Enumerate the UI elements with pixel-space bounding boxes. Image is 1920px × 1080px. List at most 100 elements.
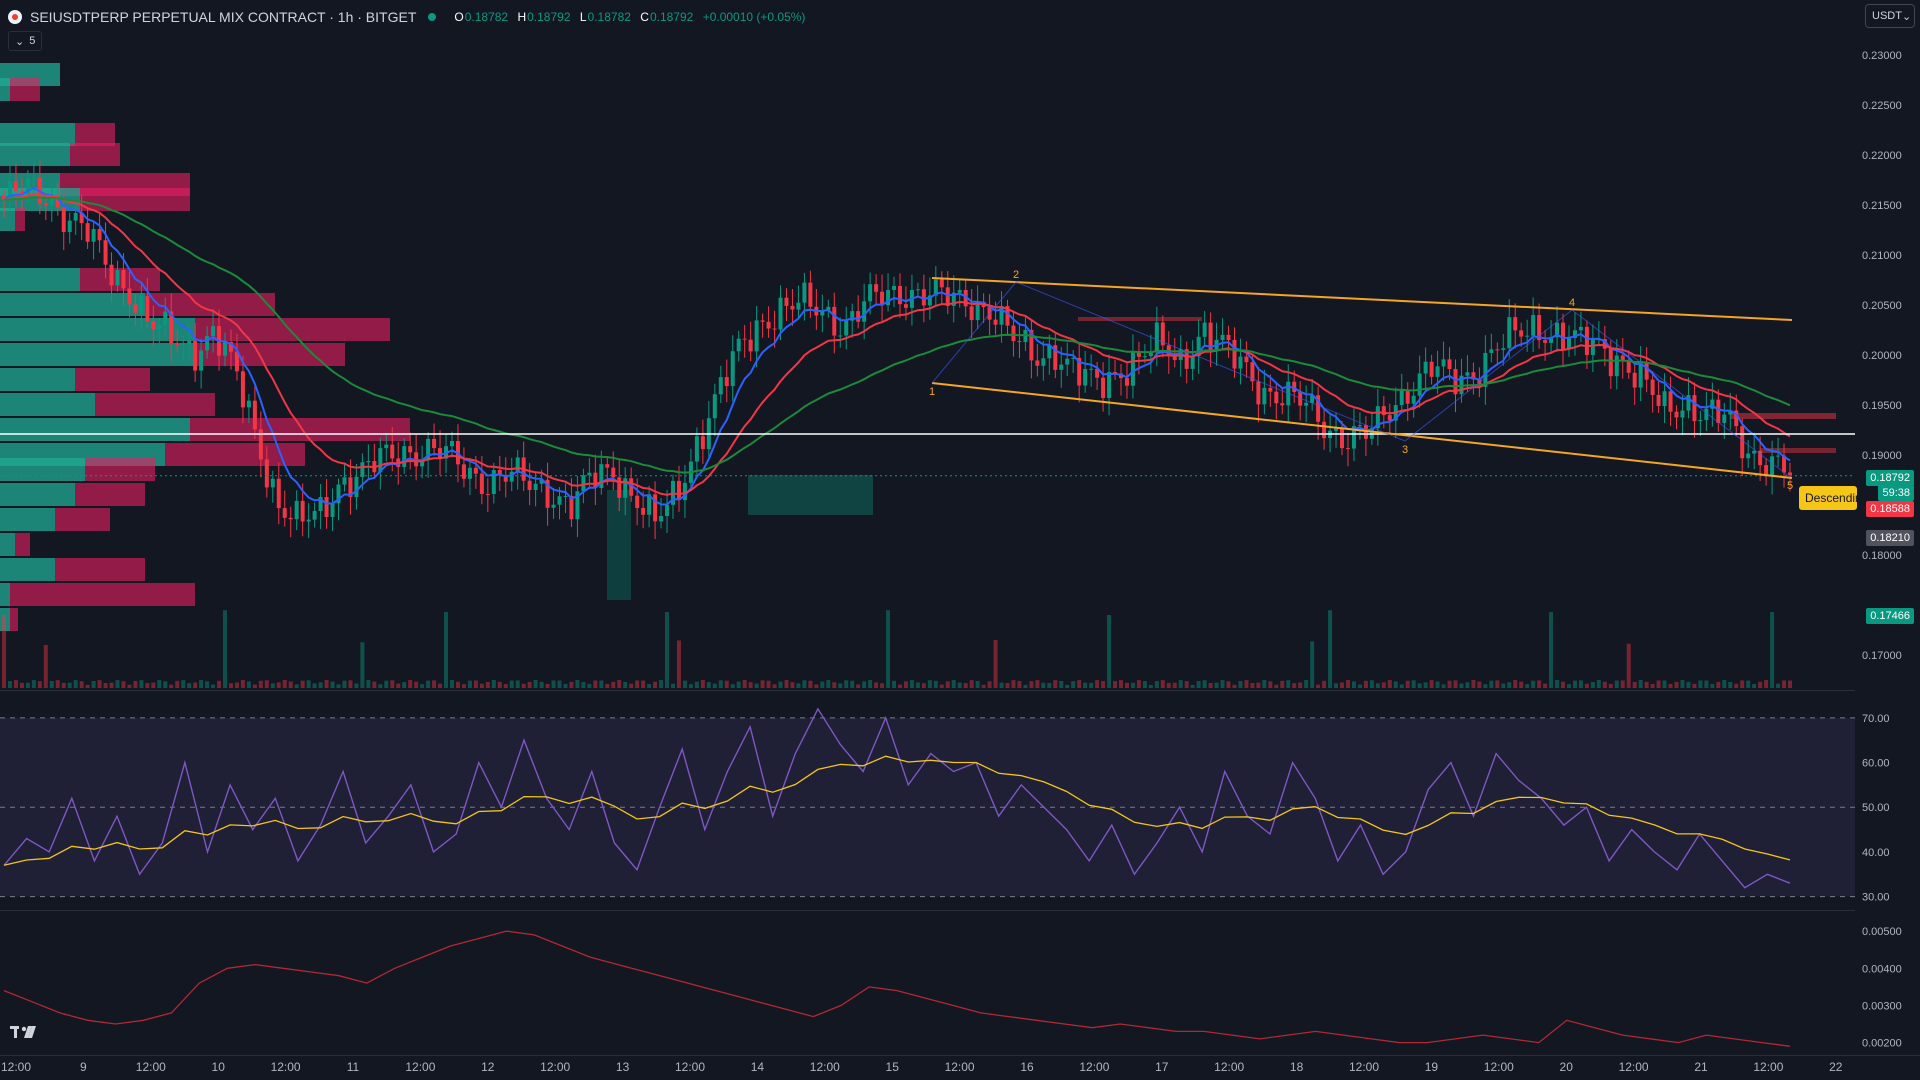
candle-body[interactable]: [1399, 389, 1404, 406]
candle-body[interactable]: [682, 482, 687, 501]
candle-body[interactable]: [1304, 402, 1309, 406]
candle-body[interactable]: [402, 446, 407, 467]
candle-body[interactable]: [856, 311, 861, 322]
candle-body[interactable]: [700, 436, 705, 450]
candle-body[interactable]: [1375, 406, 1380, 429]
candle-body[interactable]: [1101, 377, 1106, 399]
candle-body[interactable]: [1519, 330, 1524, 337]
candle-body[interactable]: [635, 495, 640, 508]
candle-body[interactable]: [1764, 465, 1769, 477]
candle-body[interactable]: [43, 203, 48, 206]
candle-body[interactable]: [623, 478, 628, 498]
candle-body[interactable]: [1543, 340, 1548, 343]
candle-body[interactable]: [31, 177, 36, 179]
candle-body[interactable]: [390, 444, 395, 459]
candle-body[interactable]: [1513, 317, 1518, 331]
candle-body[interactable]: [999, 306, 1004, 325]
candle-body[interactable]: [862, 301, 867, 322]
candle-body[interactable]: [1584, 326, 1589, 356]
upper-trendline[interactable]: [931, 277, 1793, 321]
candle-body[interactable]: [557, 496, 562, 505]
candle-body[interactable]: [270, 478, 275, 488]
descending-pattern-label[interactable]: Descending: [1799, 486, 1857, 510]
candle-body[interactable]: [1363, 425, 1368, 439]
candle-body[interactable]: [139, 295, 144, 313]
candle-body[interactable]: [1107, 372, 1112, 399]
candle-body[interactable]: [933, 279, 938, 296]
candle-body[interactable]: [1184, 349, 1189, 369]
candle-body[interactable]: [294, 500, 299, 520]
candle-body[interactable]: [545, 479, 550, 508]
candle-body[interactable]: [742, 338, 747, 340]
candle-body[interactable]: [903, 304, 908, 308]
candle-body[interactable]: [551, 504, 556, 508]
candle-body[interactable]: [1250, 362, 1255, 382]
candle-body[interactable]: [240, 371, 245, 408]
candle-body[interactable]: [1692, 395, 1697, 422]
candle-body[interactable]: [252, 400, 257, 430]
candle-body[interactable]: [897, 285, 902, 305]
candle-body[interactable]: [1268, 387, 1273, 392]
candle-body[interactable]: [1782, 455, 1787, 473]
candle-body[interactable]: [1590, 339, 1595, 356]
candle-body[interactable]: [1572, 330, 1577, 338]
candle-body[interactable]: [449, 441, 454, 447]
candle-body[interactable]: [569, 495, 574, 520]
candle-body[interactable]: [1555, 322, 1560, 338]
candle-body[interactable]: [223, 341, 228, 356]
candle-body[interactable]: [515, 457, 520, 472]
candle-body[interactable]: [1722, 414, 1727, 423]
candle-body[interactable]: [778, 297, 783, 330]
candle-body[interactable]: [1662, 391, 1667, 406]
candle-body[interactable]: [1196, 336, 1201, 357]
candle-body[interactable]: [1310, 395, 1315, 403]
candle-body[interactable]: [1035, 360, 1040, 366]
candle-body[interactable]: [1405, 389, 1410, 404]
candle-body[interactable]: [234, 351, 239, 372]
candle-body[interactable]: [969, 306, 974, 321]
candle-body[interactable]: [1244, 356, 1249, 363]
candle-body[interactable]: [676, 480, 681, 501]
candle-body[interactable]: [1220, 334, 1225, 340]
candle-body[interactable]: [1656, 394, 1661, 406]
candle-body[interactable]: [1495, 349, 1500, 351]
candle-body[interactable]: [539, 479, 544, 484]
candle-body[interactable]: [246, 400, 251, 408]
candle-body[interactable]: [1507, 317, 1512, 349]
candle-body[interactable]: [366, 461, 371, 463]
candle-body[interactable]: [432, 438, 437, 449]
candle-body[interactable]: [1638, 363, 1643, 388]
candle-body[interactable]: [1226, 334, 1231, 340]
candle-body[interactable]: [1441, 359, 1446, 367]
candle-body[interactable]: [874, 284, 879, 292]
candle-body[interactable]: [1411, 395, 1416, 404]
candle-body[interactable]: [479, 473, 484, 494]
candle-body[interactable]: [1680, 410, 1685, 418]
candle-body[interactable]: [49, 198, 54, 206]
candle-body[interactable]: [1435, 366, 1440, 377]
candle-body[interactable]: [85, 223, 90, 242]
candle-body[interactable]: [1047, 345, 1052, 359]
candle-body[interactable]: [1788, 472, 1792, 475]
candle-body[interactable]: [1124, 378, 1129, 386]
candle-body[interactable]: [1017, 341, 1022, 343]
candle-body[interactable]: [133, 304, 138, 313]
candle-body[interactable]: [1095, 368, 1100, 378]
candle-body[interactable]: [503, 475, 508, 482]
candle-body[interactable]: [1746, 453, 1751, 459]
candle-body[interactable]: [575, 491, 580, 520]
candle-body[interactable]: [1322, 421, 1327, 439]
candle-body[interactable]: [820, 310, 825, 316]
candle-body[interactable]: [79, 213, 84, 224]
candle-body[interactable]: [748, 339, 753, 352]
candle-body[interactable]: [1561, 322, 1566, 350]
candle-body[interactable]: [497, 470, 502, 476]
candle-body[interactable]: [718, 377, 723, 395]
candle-body[interactable]: [1071, 357, 1076, 359]
candle-body[interactable]: [832, 306, 837, 336]
candle-body[interactable]: [850, 311, 855, 321]
candle-body[interactable]: [1465, 372, 1470, 376]
candle-body[interactable]: [1029, 329, 1034, 361]
candle-body[interactable]: [1429, 361, 1434, 377]
candle-body[interactable]: [1202, 322, 1207, 337]
